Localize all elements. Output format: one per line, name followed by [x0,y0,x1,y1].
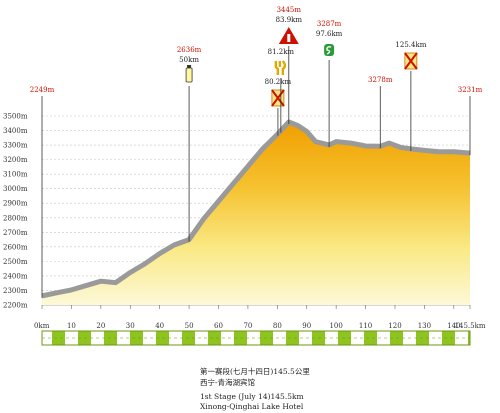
marker-km-4: 83.9km [276,16,303,24]
x-tick-label-13: 130 [418,322,431,330]
sprint-icon [324,44,335,56]
x-tick-label-10: 100 [329,322,342,330]
marker-6: 3278m [368,76,393,149]
x-axis-ticks: 0km 10 20 30 40 50 60 70 80 90 100 110 120 130 140145.… [34,305,486,330]
marker-label-2: 80.2km [265,78,292,86]
caption-line-2: 西宁-青海湖宾馆 [200,377,256,387]
y-tick-label-8: 3000m [3,185,28,193]
y-tick-label-10: 3200m [3,156,28,164]
marker-0: 2249m [30,86,55,298]
y-tick-label-5: 2700m [3,229,28,237]
marker-label-1: 2636m [177,46,202,54]
x-tick-label-12: 120 [388,322,401,330]
x-tick-label-1: 10 [67,322,76,330]
road-stripe-band [41,330,471,346]
x-tick-label-11: 110 [359,322,372,330]
marker-label-7: 125.4km [395,41,426,49]
y-tick-label-0: 2200m [3,302,28,310]
caption-line-4: Xinong-Qinghai Lake Hotel [200,402,304,411]
y-tick-label-2: 2400m [3,272,28,280]
profile-area [41,119,471,305]
marker-km-1: 50km [179,56,199,64]
marker-km-5: 97.6km [316,30,343,38]
marker-label-0: 2249m [30,86,55,94]
food-icon [274,60,287,75]
y-tick-label-1: 2300m [3,287,28,295]
x-tick-label-7: 70 [243,322,252,330]
x-tick-label-9: 90 [302,322,311,330]
x-tick-label-8: 80 [273,322,282,330]
x-tick-label-0: 0km [34,322,50,330]
y-tick-label-12: 3400m [3,127,28,135]
forbidden-food-icon [271,89,285,107]
y-tick-label-6: 2800m [3,214,28,222]
x-tick-label-6: 60 [214,322,223,330]
waypoint-markers: 2249m 2636m 50km 80.2km 81.2km 3445m 83.9km 328… [30,6,483,298]
y-tick-label-7: 2900m [3,200,28,208]
caption-line-1: 第一赛段(七月十四日)145.5公里 [200,366,310,376]
y-axis-ticks: 2200m 2300m 2400m 2500m 2600m 2700m 2800m 2900m… [3,113,28,310]
y-tick-label-3: 2500m [3,258,28,266]
y-tick-label-13: 3500m [3,113,28,121]
marker-label-3: 81.2km [268,48,295,56]
marker-4: 3445m 83.9km [276,6,303,124]
marker-7: 125.4km [395,41,427,151]
marker-label-6: 3278m [368,76,393,84]
marker-label-8: 3231m [458,86,483,94]
marker-1: 2636m 50km [177,46,202,242]
y-tick-label-9: 3100m [3,171,28,179]
marker-3: 81.2km [268,48,295,133]
x-tick-label-4: 40 [155,322,164,330]
x-tick-label-15: 145.5km [455,322,486,330]
marker-label-4: 3445m [277,6,302,14]
marker-8: 3231m [458,86,483,156]
y-tick-label-4: 2600m [3,243,28,251]
caption-line-3: 1st Stage (July 14)145.5km [200,392,304,401]
elevation-profile-edge [41,119,471,299]
x-tick-label-14: 140 [447,322,460,330]
elevation-area [42,123,470,305]
marker-5: 3287m 97.6km [316,20,343,147]
y-tick-label-11: 3300m [3,142,28,150]
climb-summit-icon [278,27,299,44]
water-bottle-icon [185,65,193,83]
x-tick-label-2: 20 [96,322,105,330]
stage-caption: 第一赛段(七月十四日)145.5公里 西宁-青海湖宾馆 1st Stage (J… [200,366,310,411]
marker-label-5: 3287m [317,20,342,28]
forbidden-bottle-icon [404,52,418,70]
x-tick-label-5: 50 [185,322,194,330]
x-tick-label-3: 30 [126,322,135,330]
